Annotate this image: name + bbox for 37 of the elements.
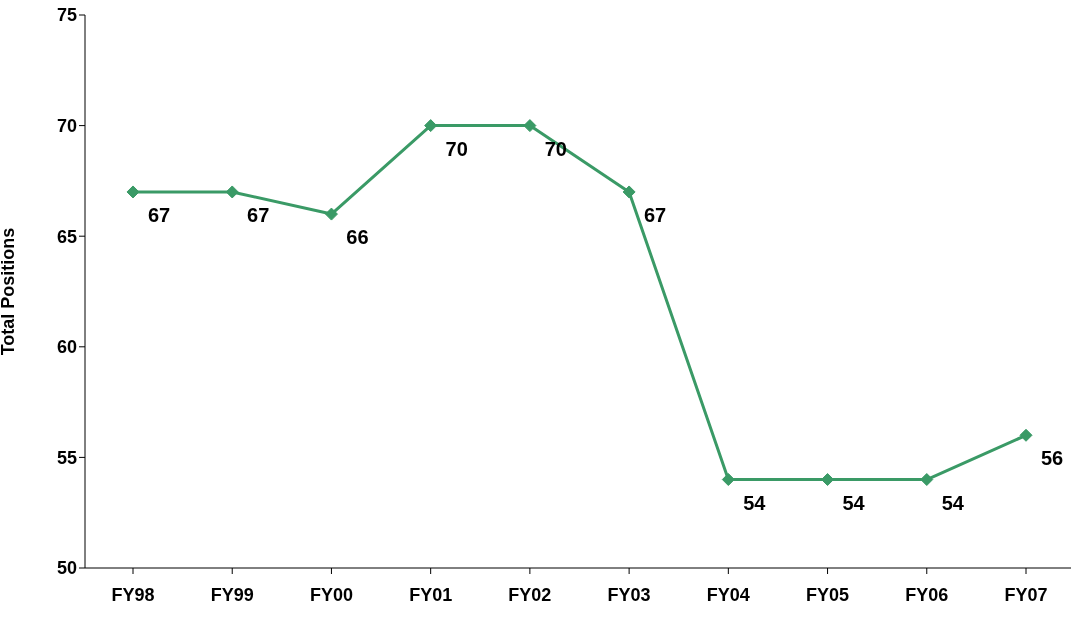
- point: [424, 119, 438, 133]
- x-tick-label: FY04: [706, 584, 750, 605]
- data-label: 54: [743, 491, 767, 514]
- point: [126, 185, 140, 199]
- data-label: 56: [1040, 447, 1064, 470]
- point: [523, 119, 537, 133]
- x-tick-label: FY05: [806, 584, 850, 605]
- point: [821, 473, 835, 487]
- y-tick-label: 55: [56, 447, 77, 468]
- point: [225, 185, 239, 199]
- x-tick-label: FY03: [607, 584, 651, 605]
- data-label: 67: [147, 203, 171, 226]
- y-axis-title: Total Positions: [0, 227, 19, 356]
- data-label: 70: [544, 137, 568, 160]
- point: [920, 473, 934, 487]
- y-tick-label: 50: [56, 558, 77, 579]
- point: [622, 185, 636, 199]
- x-tick-label: FY99: [210, 584, 254, 605]
- data-label: 54: [842, 491, 866, 514]
- data-label: 70: [445, 137, 468, 160]
- x-tick-label: FY01: [409, 584, 453, 605]
- y-tick-label: 75: [56, 5, 77, 26]
- x-tick-label: FY07: [1004, 584, 1048, 605]
- point: [721, 473, 735, 487]
- point: [1019, 428, 1033, 442]
- x-tick-label: FY06: [905, 584, 949, 605]
- x-tick-label: FY98: [111, 584, 155, 605]
- data-label: 54: [941, 491, 965, 514]
- y-tick-label: 70: [56, 115, 77, 136]
- x-tick-label: FY02: [508, 584, 552, 605]
- point: [324, 207, 338, 221]
- x-tick-label: FY00: [309, 584, 353, 605]
- data-label: 67: [247, 203, 270, 226]
- data-label: 66: [346, 226, 369, 249]
- data-label: 67: [643, 203, 667, 226]
- y-tick-label: 65: [56, 226, 77, 247]
- y-tick-label: 60: [56, 337, 77, 358]
